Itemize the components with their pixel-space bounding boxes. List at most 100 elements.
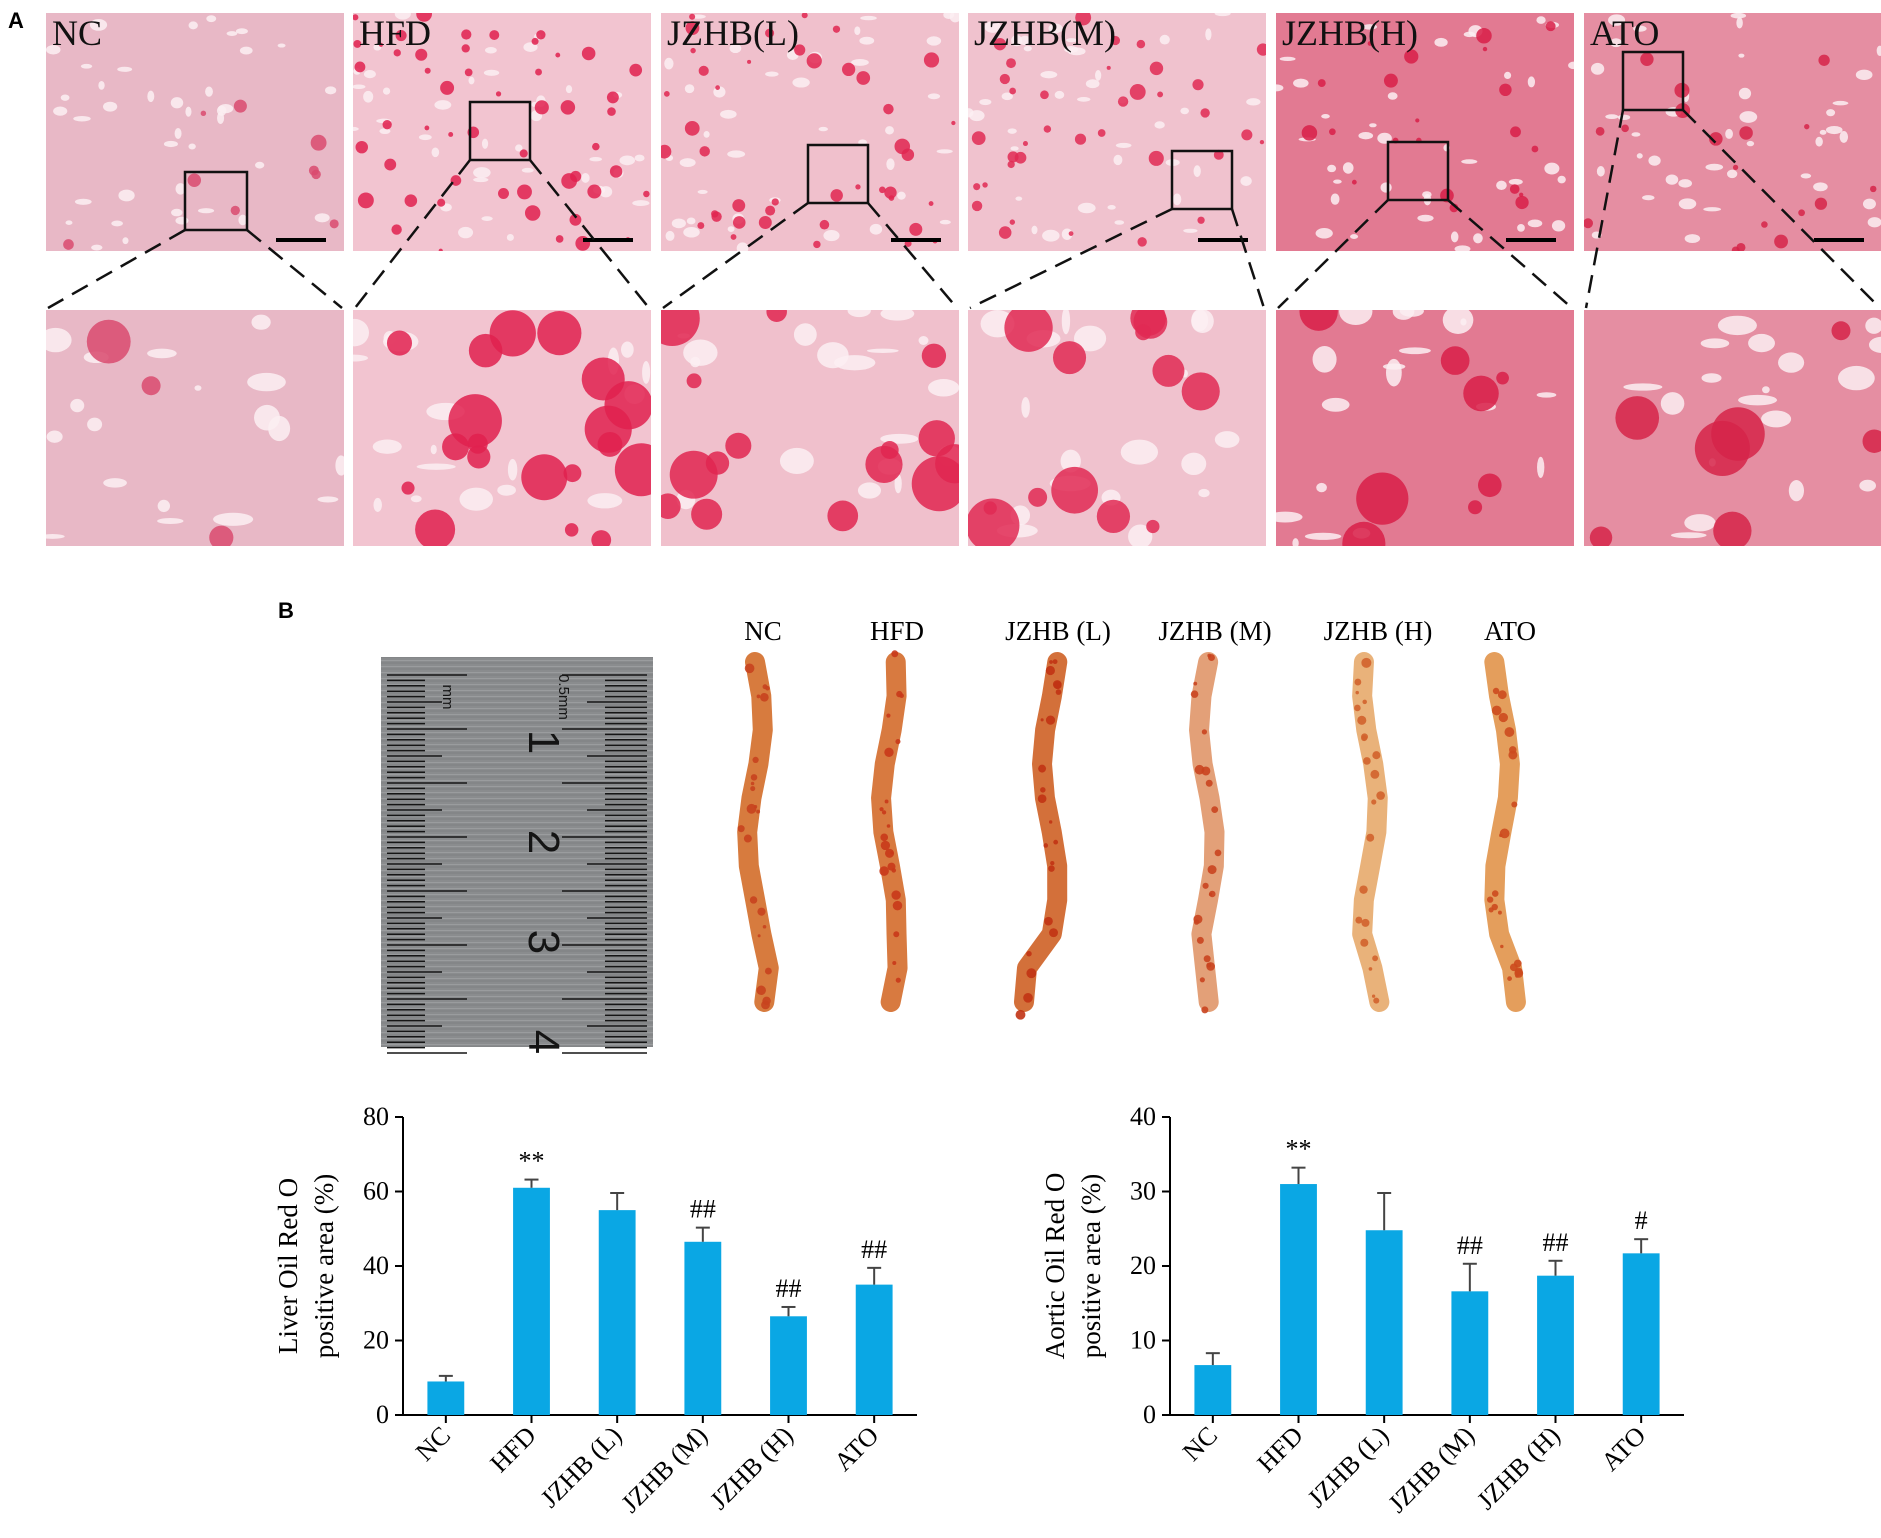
vacuole	[1154, 121, 1165, 129]
vacuole	[363, 69, 376, 79]
vacuole	[235, 28, 248, 35]
lipid-droplet	[909, 222, 923, 236]
lipid-droplet	[1007, 160, 1015, 169]
lipid-droplet	[1342, 521, 1386, 546]
vacuole	[854, 26, 861, 36]
lipid-droplet	[591, 530, 612, 546]
plaque-spot	[1038, 764, 1047, 773]
lipid-droplet	[951, 120, 956, 126]
group-label: JZHB(M)	[974, 13, 1116, 53]
lipid-droplet	[569, 213, 582, 226]
vacuole	[1608, 14, 1626, 26]
vacuole	[928, 379, 959, 397]
vacuole	[1832, 100, 1849, 106]
tissue-background	[661, 13, 959, 251]
lipid-droplet	[1732, 164, 1739, 170]
vacuole	[979, 99, 992, 106]
vacuole	[473, 177, 489, 183]
vacuole	[664, 57, 674, 70]
vacuole	[122, 237, 129, 245]
vacuole	[382, 87, 391, 95]
vacuole	[1746, 140, 1755, 147]
vacuole	[1568, 61, 1574, 70]
vacuole	[239, 46, 253, 55]
vacuole	[251, 314, 271, 330]
vacuole	[410, 495, 422, 503]
lipid-droplet	[1068, 231, 1074, 236]
vacuole	[1350, 234, 1359, 239]
vacuole	[1010, 146, 1019, 151]
vacuole	[1011, 35, 1023, 47]
plaque-spot	[1491, 890, 1499, 897]
lipid-droplet	[813, 240, 821, 249]
vacuole	[103, 101, 118, 112]
vacuole	[765, 71, 779, 77]
plaque-spot	[1511, 801, 1518, 808]
lipid-droplet	[604, 381, 651, 430]
plaque-spot	[743, 834, 752, 843]
lipid-droplet	[1152, 354, 1185, 387]
vacuole	[1060, 449, 1081, 473]
zoom-connector-line	[662, 201, 809, 310]
vacuole	[206, 15, 217, 23]
bar	[1194, 1365, 1232, 1415]
vacuole	[671, 218, 686, 229]
panel-a-histology: NC HFD JZHB(L) JZHB(M) JZHB(H) ATO	[46, 13, 1881, 546]
lipid-droplet	[1367, 41, 1373, 46]
vacuole	[188, 21, 198, 30]
vacuole	[581, 173, 590, 183]
ruler-number: 2	[519, 830, 568, 854]
lipid-droplet	[1499, 83, 1512, 97]
lipid-droplet	[86, 319, 131, 364]
x-tick-label: JZHB (H)	[704, 1421, 799, 1516]
vacuole	[147, 348, 177, 359]
plaque-spot	[1507, 976, 1512, 982]
lipid-droplet	[404, 194, 418, 207]
vacuole	[73, 115, 91, 122]
lipid-droplet	[1106, 65, 1111, 70]
lipid-droplet	[1137, 237, 1147, 247]
vacuole	[515, 144, 523, 152]
vacuole	[1610, 38, 1622, 48]
vacuole	[927, 93, 941, 100]
vacuole	[1095, 70, 1102, 81]
significance-label: **	[519, 1147, 545, 1176]
vacuole	[1660, 392, 1685, 415]
bar	[427, 1381, 465, 1415]
plaque-spot	[884, 799, 889, 804]
lipid-droplet	[535, 68, 542, 76]
lipid-droplet	[1052, 341, 1087, 375]
plaque-spot	[737, 825, 745, 833]
plaque-spot	[1201, 766, 1211, 776]
lipid-droplet	[1074, 133, 1087, 145]
vacuole	[70, 398, 85, 413]
vacuole	[1417, 214, 1434, 222]
lipid-droplet	[1818, 54, 1830, 66]
lipid-droplet	[661, 144, 672, 159]
plaque-spot	[1504, 727, 1515, 737]
lipid-droplet	[415, 509, 456, 546]
vacuole	[1048, 23, 1063, 34]
significance-label: ##	[861, 1235, 887, 1264]
plaque-spot	[880, 840, 891, 851]
vacuole	[1703, 207, 1722, 212]
lipid-droplet	[555, 235, 564, 243]
lipid-droplet	[1482, 46, 1488, 52]
lipid-droplet	[1798, 209, 1805, 217]
vacuole	[1761, 410, 1792, 428]
group-label: JZHB(L)	[667, 13, 799, 53]
vacuole	[317, 496, 339, 503]
vacuole	[1330, 193, 1340, 205]
vacuole	[430, 444, 437, 455]
x-tick-label: ATO	[1595, 1421, 1651, 1477]
lipid-droplet	[607, 107, 616, 116]
plaque-spot	[756, 985, 766, 996]
plaque-spot	[1015, 1009, 1026, 1020]
plaque-spot	[1362, 699, 1367, 705]
vacuole	[1544, 162, 1560, 175]
lipid-droplet	[393, 49, 401, 57]
plaque-spot	[1193, 919, 1200, 925]
lipid-droplet	[1110, 35, 1121, 46]
lipid-droplet	[1148, 150, 1164, 166]
plaque-spot	[1497, 690, 1507, 700]
